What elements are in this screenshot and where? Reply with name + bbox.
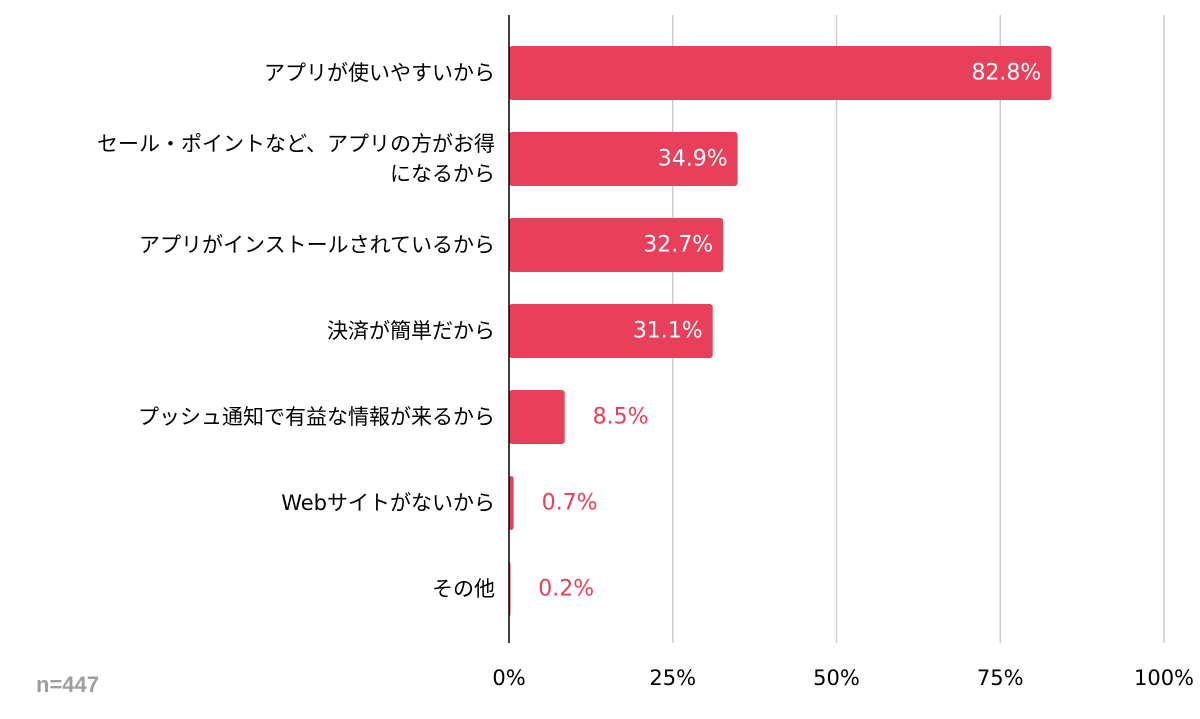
category-label: 決済が簡単だから <box>327 319 495 343</box>
data-label: 34.9% <box>658 147 728 172</box>
bar <box>509 46 1052 100</box>
data-label: 8.5% <box>593 405 649 430</box>
category-label: アプリがインストールされているから <box>139 233 495 257</box>
category-label: になるから <box>390 162 495 186</box>
category-label: Webサイトがないから <box>281 491 495 515</box>
bar <box>509 476 514 530</box>
data-label: 0.2% <box>538 577 594 602</box>
data-label: 82.8% <box>971 61 1041 86</box>
data-label: 0.7% <box>542 491 598 516</box>
category-label: アプリが使いやすいから <box>264 61 495 85</box>
data-label: 32.7% <box>643 233 713 258</box>
x-tick-label: 25% <box>649 666 696 690</box>
category-label: セール・ポイントなど、アプリの方がお得 <box>97 132 495 156</box>
x-tick-label: 100% <box>1134 666 1194 690</box>
category-label: プッシュ通知で有益な情報が来るから <box>138 405 495 429</box>
bar <box>509 304 713 358</box>
bar <box>509 132 738 186</box>
x-tick-label: 50% <box>813 666 860 690</box>
category-label: その他 <box>432 577 495 601</box>
data-label: 31.1% <box>633 319 703 344</box>
x-tick-label: 0% <box>492 666 525 690</box>
bar <box>509 218 724 272</box>
sample-size-note: n=447 <box>36 672 99 697</box>
x-tick-label: 75% <box>977 666 1024 690</box>
bar <box>509 390 565 444</box>
